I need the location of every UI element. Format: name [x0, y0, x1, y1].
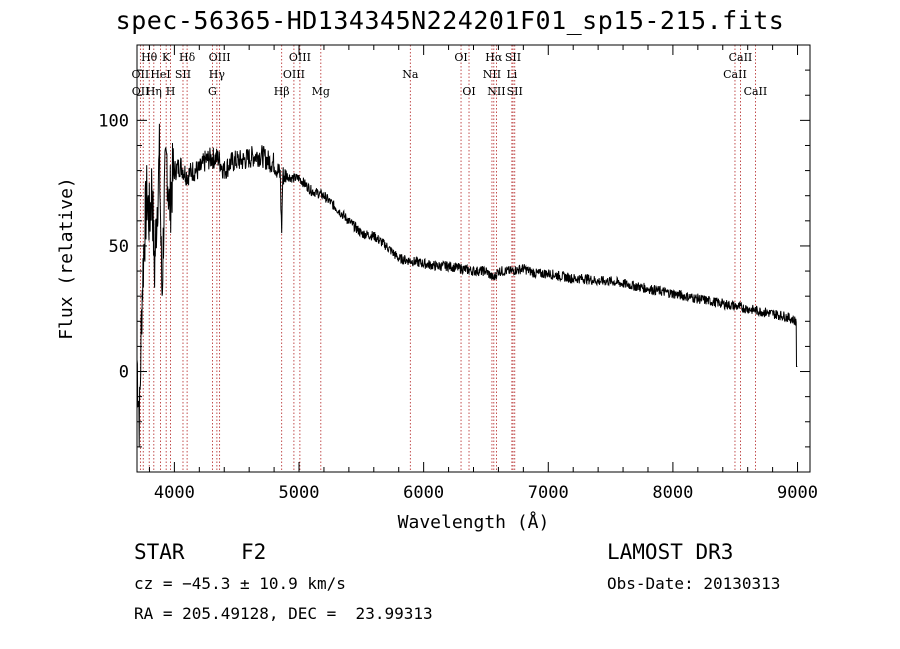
- spectral-line-label: OIII: [283, 68, 305, 81]
- spectral-line-label: OIII: [209, 51, 231, 64]
- spectral-line-label: Hδ: [179, 51, 196, 64]
- spectral-line-label: Mg: [312, 85, 330, 98]
- spectral-line-label: Hη: [146, 85, 162, 98]
- spectral-line-label: Li: [506, 68, 517, 81]
- y-tick-label: 0: [119, 363, 129, 383]
- spectral-line-label: CaII: [723, 68, 747, 81]
- x-tick-label: 4000: [154, 483, 195, 503]
- spectral-line-label: OI: [462, 85, 475, 98]
- obs-date: Obs-Date: 20130313: [607, 574, 781, 593]
- x-axis-label: Wavelength (Å): [398, 511, 550, 533]
- spectral-line-label: Hγ: [209, 68, 226, 81]
- spectral-line-label: OI: [454, 51, 467, 64]
- spectral-line-label: SII: [507, 85, 523, 98]
- spectral-line-label: HeI: [150, 68, 170, 81]
- spectral-line-label: Hα: [485, 51, 503, 64]
- y-tick-label: 100: [98, 111, 129, 131]
- spectral-line-label: Hβ: [274, 85, 290, 98]
- y-tick-label: 50: [109, 237, 129, 257]
- spectral-line-label: Na: [402, 68, 419, 81]
- spectral-line-label: H: [166, 85, 176, 98]
- chart-title: spec-56365-HD134345N224201F01_sp15-215.f…: [115, 6, 785, 35]
- object-class: STAR: [134, 540, 185, 564]
- x-tick-label: 5000: [279, 483, 320, 503]
- x-tick-label: 7000: [528, 483, 569, 503]
- spectral-line-label: K: [162, 51, 171, 64]
- object-subclass: F2: [241, 540, 267, 564]
- spectral-line-label: NII: [487, 85, 505, 98]
- spectral-line-label: SII: [175, 68, 191, 81]
- y-axis-label: Flux (relative): [56, 177, 77, 340]
- spectral-line-label: OII: [132, 68, 150, 81]
- spectral-line-label: G: [208, 85, 217, 98]
- x-tick-label: 8000: [652, 483, 693, 503]
- redshift-info: cz = −45.3 ± 10.9 km/s: [134, 574, 346, 593]
- spectral-line-label: NII: [483, 68, 501, 81]
- coordinates: RA = 205.49128, DEC = 23.99313: [134, 604, 433, 623]
- spectral-line-label: CaII: [729, 51, 753, 64]
- plot-frame: [136, 44, 811, 473]
- spectral-line-label: OII: [132, 85, 150, 98]
- spectral-line-label: CaII: [744, 85, 768, 98]
- spectral-line-label: SII: [505, 51, 521, 64]
- spectrum-line: [136, 123, 798, 448]
- spectral-line-label: OIII: [289, 51, 311, 64]
- x-tick-label: 9000: [777, 483, 818, 503]
- x-tick-label: 6000: [403, 483, 444, 503]
- survey-label: LAMOST DR3: [607, 540, 734, 564]
- spectral-line-label: Hθ: [141, 51, 158, 64]
